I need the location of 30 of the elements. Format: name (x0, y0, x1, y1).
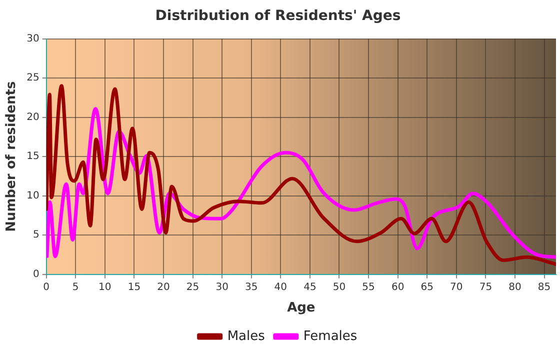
y-tick-label: 15 (26, 151, 40, 162)
x-tick-label: 30 (216, 282, 228, 293)
chart-title: Distribution of Residents' Ages (155, 8, 401, 24)
x-tick-label: 50 (332, 282, 346, 293)
x-tick-label: 35 (245, 282, 258, 293)
y-tick-label: 5 (32, 230, 40, 241)
y-tick-label: 20 (26, 112, 40, 123)
x-tick-label: 15 (128, 282, 141, 293)
y-tick-label: 10 (26, 190, 40, 202)
x-tick-label: 70 (450, 282, 463, 293)
y-tick-label: 30 (26, 33, 40, 44)
x-tick-label: 25 (186, 282, 200, 293)
x-tick-label: 40 (274, 282, 288, 293)
x-tick-label: 80 (508, 282, 522, 293)
x-tick-label: 65 (420, 282, 434, 293)
x-tick-label: 55 (362, 282, 375, 293)
legend-label: Males (227, 328, 266, 344)
x-tick-label: 5 (72, 282, 79, 293)
y-tick-label: 25 (26, 72, 40, 84)
x-tick-label: 45 (304, 282, 316, 293)
y-tick-label: 0 (32, 268, 40, 280)
x-tick-label: 75 (479, 282, 492, 293)
x-tick-label: 60 (391, 282, 404, 293)
x-axis-title: Age (287, 300, 316, 316)
legend-label: Females (303, 328, 358, 344)
x-tick-label: 0 (43, 282, 50, 293)
x-tick-label: 10 (98, 282, 112, 293)
x-tick-label: 20 (157, 282, 170, 293)
x-tick-label: 85 (538, 282, 551, 293)
y-axis-title: Number of residents (4, 81, 20, 232)
